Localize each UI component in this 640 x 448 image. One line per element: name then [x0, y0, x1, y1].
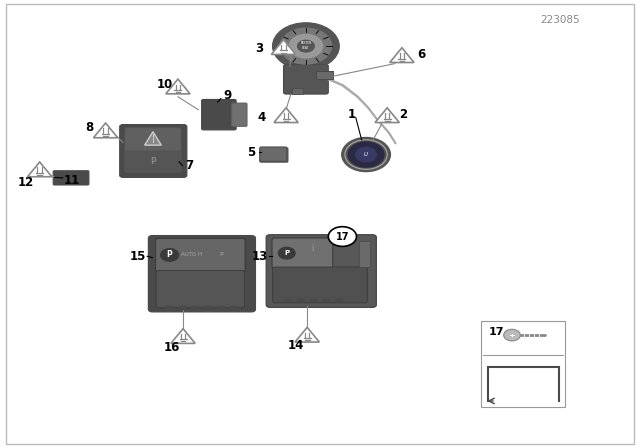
- Circle shape: [280, 28, 332, 64]
- FancyBboxPatch shape: [125, 128, 181, 152]
- Text: SEAT: SEAT: [302, 46, 310, 50]
- Text: 9: 9: [223, 89, 231, 102]
- FancyBboxPatch shape: [316, 71, 333, 79]
- Text: i: i: [311, 244, 314, 253]
- FancyBboxPatch shape: [260, 148, 288, 162]
- FancyBboxPatch shape: [297, 299, 305, 302]
- Text: P: P: [167, 250, 172, 259]
- Polygon shape: [271, 40, 296, 55]
- FancyBboxPatch shape: [217, 306, 225, 309]
- FancyBboxPatch shape: [166, 306, 173, 309]
- Text: 17: 17: [488, 327, 504, 337]
- Circle shape: [289, 34, 323, 58]
- FancyBboxPatch shape: [335, 299, 343, 302]
- Circle shape: [328, 227, 356, 246]
- Text: P: P: [284, 250, 289, 256]
- FancyBboxPatch shape: [148, 236, 255, 312]
- FancyBboxPatch shape: [156, 238, 245, 272]
- Circle shape: [298, 40, 314, 52]
- Text: 1: 1: [348, 108, 355, 121]
- FancyBboxPatch shape: [232, 103, 247, 126]
- FancyBboxPatch shape: [359, 241, 370, 267]
- Polygon shape: [375, 108, 399, 123]
- Text: FASTEN: FASTEN: [300, 42, 312, 45]
- Text: 5: 5: [247, 146, 255, 159]
- Circle shape: [348, 142, 384, 167]
- Text: AUTO H: AUTO H: [181, 252, 203, 258]
- FancyBboxPatch shape: [284, 65, 328, 94]
- Circle shape: [356, 147, 376, 162]
- FancyBboxPatch shape: [202, 99, 236, 130]
- Polygon shape: [93, 123, 118, 138]
- FancyBboxPatch shape: [120, 125, 187, 177]
- Polygon shape: [145, 132, 161, 145]
- Text: P: P: [219, 252, 223, 258]
- Circle shape: [342, 138, 390, 172]
- Text: P: P: [150, 157, 156, 166]
- Text: 223085: 223085: [540, 15, 580, 25]
- Polygon shape: [274, 108, 298, 123]
- Text: 3: 3: [255, 42, 263, 55]
- Text: 16: 16: [163, 340, 180, 354]
- Circle shape: [504, 329, 520, 341]
- FancyBboxPatch shape: [125, 151, 181, 172]
- FancyBboxPatch shape: [204, 306, 212, 309]
- Text: 17: 17: [335, 232, 349, 241]
- Text: 2: 2: [399, 108, 407, 121]
- FancyBboxPatch shape: [273, 267, 367, 303]
- Text: 14: 14: [287, 339, 304, 353]
- Polygon shape: [166, 79, 190, 94]
- Circle shape: [161, 249, 179, 261]
- FancyBboxPatch shape: [156, 271, 244, 308]
- FancyBboxPatch shape: [284, 299, 292, 302]
- FancyBboxPatch shape: [179, 306, 186, 309]
- Circle shape: [278, 247, 295, 259]
- FancyBboxPatch shape: [310, 299, 317, 302]
- Text: 13: 13: [252, 250, 268, 263]
- FancyBboxPatch shape: [53, 171, 89, 185]
- Polygon shape: [28, 162, 52, 177]
- FancyBboxPatch shape: [260, 147, 287, 161]
- Text: 4: 4: [257, 111, 265, 124]
- Polygon shape: [171, 329, 195, 344]
- Text: 11: 11: [63, 174, 80, 187]
- Text: 15: 15: [129, 250, 146, 263]
- FancyBboxPatch shape: [266, 235, 376, 307]
- Polygon shape: [390, 48, 414, 63]
- Polygon shape: [295, 327, 319, 342]
- FancyBboxPatch shape: [292, 88, 303, 94]
- Text: 10: 10: [157, 78, 173, 91]
- Circle shape: [273, 23, 339, 69]
- FancyBboxPatch shape: [481, 321, 565, 407]
- FancyBboxPatch shape: [272, 238, 333, 268]
- FancyBboxPatch shape: [230, 306, 237, 309]
- Text: U: U: [364, 152, 368, 157]
- FancyBboxPatch shape: [191, 306, 199, 309]
- Text: 6: 6: [417, 48, 425, 61]
- FancyBboxPatch shape: [323, 299, 330, 302]
- Text: 12: 12: [17, 176, 34, 190]
- Text: 7: 7: [186, 159, 193, 172]
- Text: 8: 8: [86, 121, 93, 134]
